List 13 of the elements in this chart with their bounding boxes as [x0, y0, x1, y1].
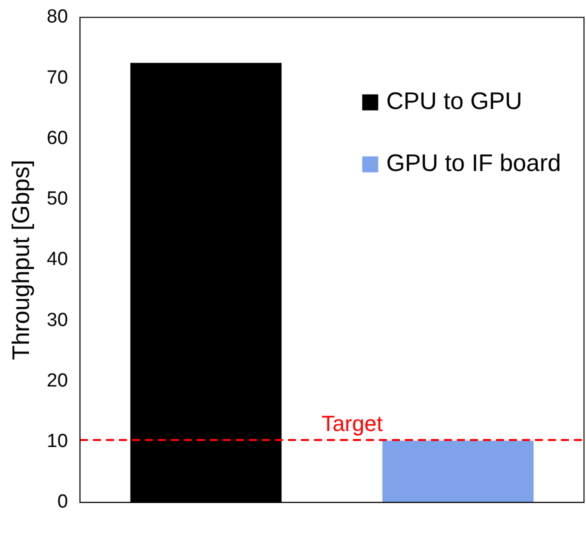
- y-tick-label: 10: [46, 431, 68, 452]
- y-tick-label: 70: [46, 67, 68, 88]
- ref-line-label: Target: [322, 411, 383, 436]
- y-tick-label: 60: [46, 128, 68, 149]
- legend-label: GPU to IF board: [386, 150, 561, 178]
- y-tick-label: 0: [57, 492, 68, 513]
- y-tick-label: 40: [46, 249, 68, 270]
- y-tick-label: 20: [46, 370, 68, 392]
- legend-label: CPU to GPU: [386, 88, 522, 116]
- y-tick-label: 50: [46, 188, 68, 210]
- y-tick-label: 80: [46, 6, 68, 28]
- y-axis-title: Throughput [Gbps]: [8, 160, 36, 360]
- y-tick-label: 30: [46, 310, 68, 331]
